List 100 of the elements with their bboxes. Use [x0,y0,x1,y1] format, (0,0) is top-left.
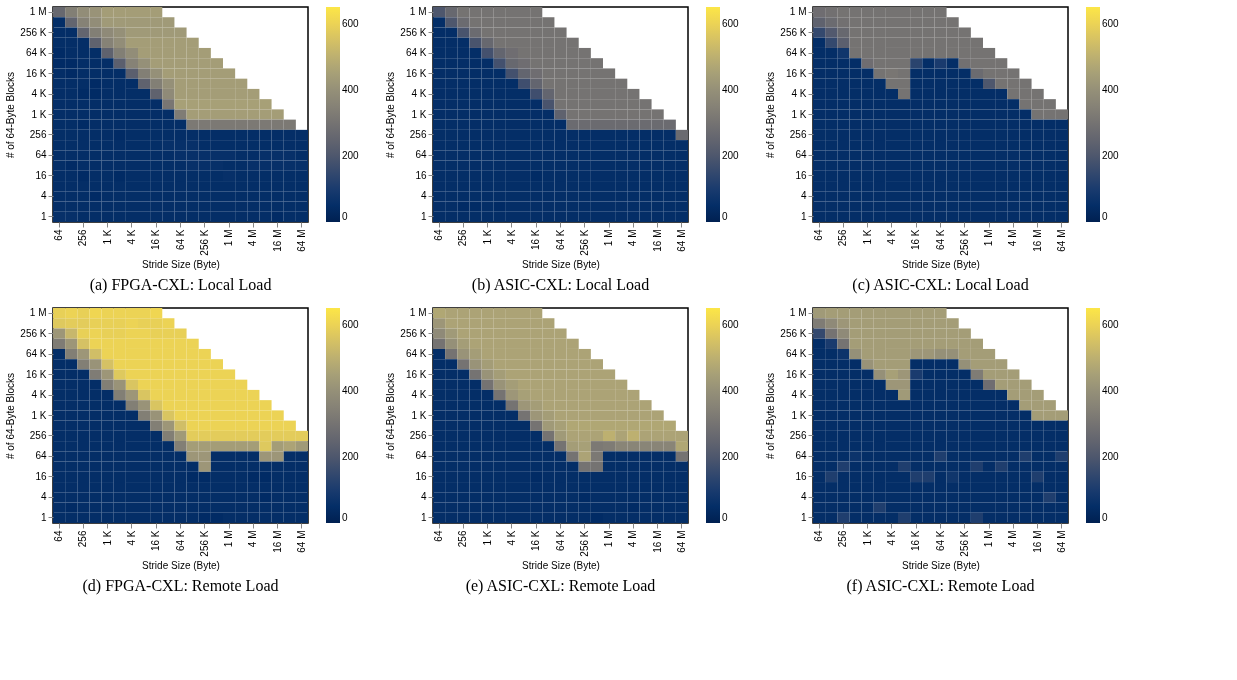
y-tick-label: 1 K [791,108,807,120]
x-tick-label: 16 K [530,530,542,552]
text: (e) ASIC-CXL: Remote Load [465,577,656,596]
color-bar-label: 600 [342,17,360,29]
x-axis-title: Stride Size (Byte) [142,258,220,270]
y-axis-title: # of 64-Byte Blocks [5,372,17,460]
x-tick-label: 256 K [198,530,210,557]
x-tick-label: 64 K [554,229,566,251]
y-axis-title: # of 64-Byte Blocks [385,71,397,159]
x-tick-label: 256 [837,530,849,548]
y-tick-label: 16 [415,470,427,482]
x-tick-label: 64 [433,530,445,542]
x-tick-label: 1 K [481,229,493,245]
y-tick-label: 16 K [405,67,427,79]
x-tick-label: 16 M [1031,530,1043,553]
y-tick-label: 256 K [20,26,47,38]
y-tick-label: 16 K [785,67,807,79]
x-tick-label: 256 K [958,530,970,557]
y-tick-label: 16 K [405,368,427,380]
color-bar-label: 200 [722,149,740,161]
y-tick-label: 1 M [409,6,427,18]
y-tick-label: 4 K [791,389,807,401]
text: (a) FPGA-CXL: Local Load [89,276,272,295]
x-tick-label: 64 K [174,530,186,552]
y-axis-title: # of 64-Byte Blocks [765,71,777,159]
y-tick-label: 1 K [31,108,47,120]
y-tick-label: 64 K [785,47,807,59]
x-tick-label: 64 [53,229,65,241]
text: (b) ASIC-CXL: Local Load [471,276,650,295]
y-tick-label: 64 [415,149,427,161]
y-tick-label: 4 K [31,389,47,401]
x-tick-label: 4 K [505,530,517,546]
y-axis-title: # of 64-Byte Blocks [385,372,397,460]
x-tick-label: 256 [77,229,89,247]
x-tick-label: 1 M [223,229,235,247]
y-axis-title: # of 64-Byte Blocks [765,372,777,460]
y-tick-label: 4 K [411,88,427,100]
y-tick-label: 16 [795,470,807,482]
color-bar-label: 400 [342,83,360,95]
x-tick-label: 4 K [125,530,137,546]
x-tick-label: 256 K [578,530,590,557]
y-tick-label: 64 [795,450,807,462]
x-tick-label: 1 K [101,229,113,245]
y-tick-label: 4 K [791,88,807,100]
y-tick-label: 64 [415,450,427,462]
y-tick-label: 64 [35,450,47,462]
x-tick-label: 4 M [247,229,259,247]
x-tick-label: 1 K [861,530,873,546]
x-tick-label: 256 [457,229,469,247]
y-tick-label: 4 [800,190,807,202]
x-tick-label: 4 K [125,229,137,245]
y-tick-label: 256 K [780,327,807,339]
color-bar-label: 600 [1102,318,1120,330]
color-bar-label: 600 [722,318,740,330]
y-tick-label: 256 [789,429,807,441]
y-tick-label: 16 [415,169,427,181]
x-tick-label: 64 M [1055,229,1067,252]
y-tick-label: 256 K [400,26,427,38]
x-tick-label: 1 M [983,229,995,247]
color-bar-label: 400 [1102,83,1120,95]
x-tick-label: 64 M [675,229,687,252]
x-tick-label: 4 M [1007,530,1019,548]
color-bar-label: 200 [342,149,360,161]
color-bar-label: 400 [342,384,360,396]
color-bar-label: 200 [1102,149,1120,161]
y-tick-label: 64 K [25,47,47,59]
y-tick-label: 1 M [29,307,47,319]
x-tick-label: 1 M [603,229,615,247]
color-bar-label: 600 [722,17,740,29]
x-tick-label: 256 [457,530,469,548]
y-tick-label: 4 [800,491,807,503]
y-tick-label: 4 K [411,389,427,401]
y-tick-label: 1 [420,511,427,523]
text: (c) ASIC-CXL: Local Load [852,276,1029,295]
y-tick-label: 64 K [25,348,47,360]
y-tick-label: 256 K [20,327,47,339]
x-tick-label: 1 M [983,530,995,548]
x-tick-label: 4 M [627,229,639,247]
color-bar-label: 200 [1102,450,1120,462]
y-tick-label: 64 [35,149,47,161]
x-tick-label: 64 K [934,530,946,552]
y-tick-label: 64 K [405,47,427,59]
y-tick-label: 1 K [31,409,47,421]
x-tick-label: 16 M [271,530,283,553]
color-bar-label: 600 [1102,17,1120,29]
x-tick-label: 4 M [1007,229,1019,247]
y-axis-title: # of 64-Byte Blocks [5,71,17,159]
y-tick-label: 1 M [789,307,807,319]
y-tick-label: 1 K [411,409,427,421]
y-tick-label: 4 [420,491,427,503]
x-tick-label: 1 K [481,530,493,546]
color-bar-label: 0 [722,512,728,523]
y-tick-label: 1 M [409,307,427,319]
x-axis-title: Stride Size (Byte) [902,258,980,270]
color-bar-label: 600 [342,318,360,330]
y-tick-label: 256 K [400,327,427,339]
color-bar-label: 200 [722,450,740,462]
y-tick-label: 256 [789,128,807,140]
y-tick-label: 1 [40,511,47,523]
x-tick-label: 4 M [247,530,259,548]
